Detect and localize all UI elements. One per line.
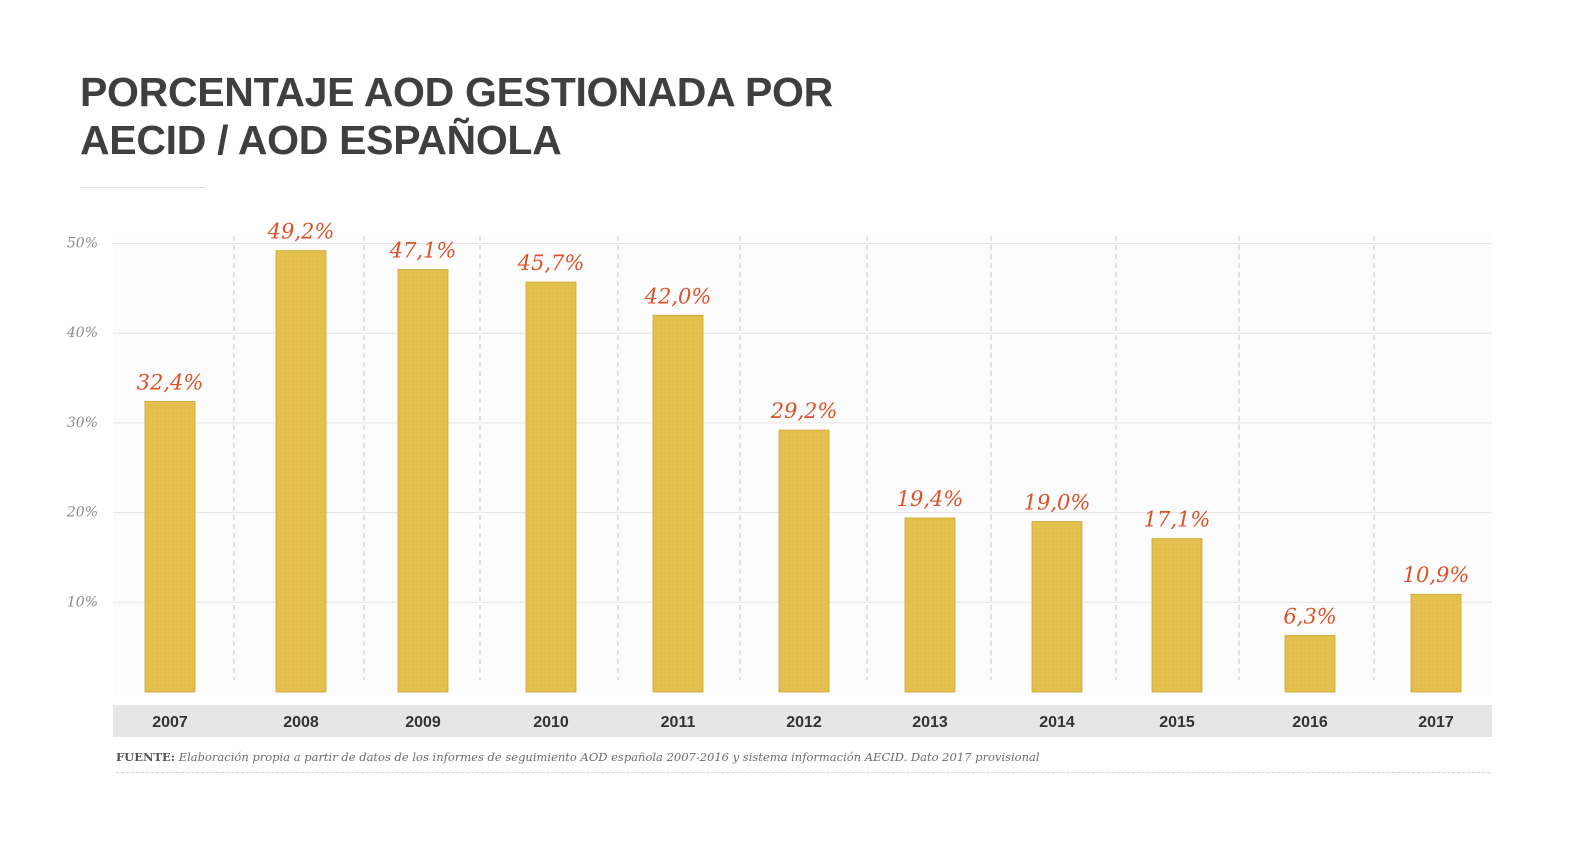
y-axis: 10% 20% 30% 40% 50% [66, 236, 98, 611]
x-tick-label-2011: 2011 [661, 714, 696, 731]
bar-2011 [652, 314, 704, 693]
bar-2016 [1284, 635, 1336, 693]
x-tick-label-2016: 2016 [1292, 714, 1328, 731]
chart-title-line-1: PORCENTAJE AOD GESTIONADA POR [80, 69, 833, 115]
value-label-2008: 49,2% [267, 220, 335, 244]
x-tick-label-2007: 2007 [152, 714, 188, 731]
value-label-2014: 19,0% [1024, 491, 1091, 515]
value-label-2010: 45,7% [517, 251, 585, 275]
value-label-2007: 32,4% [137, 370, 204, 394]
bar-2017 [1410, 593, 1462, 693]
x-axis-labels: 2007 2008 2009 2010 2011 2012 2013 2014 2015 2016… [152, 714, 1454, 731]
y-tick-label: 20% [66, 505, 98, 521]
value-label-2016: 6,3% [1283, 604, 1336, 628]
x-tick-label-2008: 2008 [283, 714, 319, 731]
y-tick-label: 10% [67, 594, 98, 610]
bar-2012 [778, 429, 830, 693]
x-tick-label-2009: 2009 [405, 714, 441, 731]
bar-2015 [1151, 538, 1203, 693]
source-text: Elaboración propia a partir de datos de … [178, 750, 1040, 764]
bar-2007 [144, 400, 196, 693]
value-label-2015: 17,1% [1144, 508, 1211, 532]
bar-2010 [525, 281, 577, 693]
chart-title: PORCENTAJE AOD GESTIONADA POR AECID / AO… [80, 68, 833, 164]
category-band [113, 705, 1492, 737]
value-labels: 32,4% 49,2% 47,1% 45,7% 42,0% 29,2% 19,4% 19,0%… [137, 220, 1470, 629]
source-note: FUENTE: Elaboración propia a partir de d… [116, 750, 1040, 764]
value-label-2017: 10,9% [1403, 563, 1470, 587]
bar-2014 [1031, 521, 1083, 693]
y-tick-label: 50% [67, 236, 98, 252]
value-label-2009: 47,1% [389, 239, 457, 263]
bar-2009 [397, 269, 449, 693]
chart-title-line-2: AECID / AOD ESPAÑOLA [80, 117, 562, 163]
y-tick-label: 40% [66, 325, 98, 341]
bar-2013 [904, 517, 956, 693]
bars [144, 250, 1462, 693]
x-tick-label-2012: 2012 [786, 714, 822, 731]
value-label-2012: 29,2% [770, 399, 838, 423]
source-divider [116, 772, 1490, 773]
x-tick-label-2014: 2014 [1039, 714, 1075, 731]
y-tick-label: 30% [67, 415, 98, 431]
bar-2008 [275, 250, 327, 693]
category-separators [233, 236, 1375, 680]
source-label: FUENTE: [116, 750, 176, 764]
x-tick-label-2010: 2010 [533, 714, 569, 731]
title-underline [81, 187, 205, 188]
x-tick-label-2013: 2013 [912, 714, 948, 731]
value-label-2011: 42,0% [644, 284, 712, 308]
x-tick-label-2015: 2015 [1159, 714, 1195, 731]
x-tick-label-2017: 2017 [1418, 714, 1454, 731]
value-label-2013: 19,4% [897, 487, 964, 511]
